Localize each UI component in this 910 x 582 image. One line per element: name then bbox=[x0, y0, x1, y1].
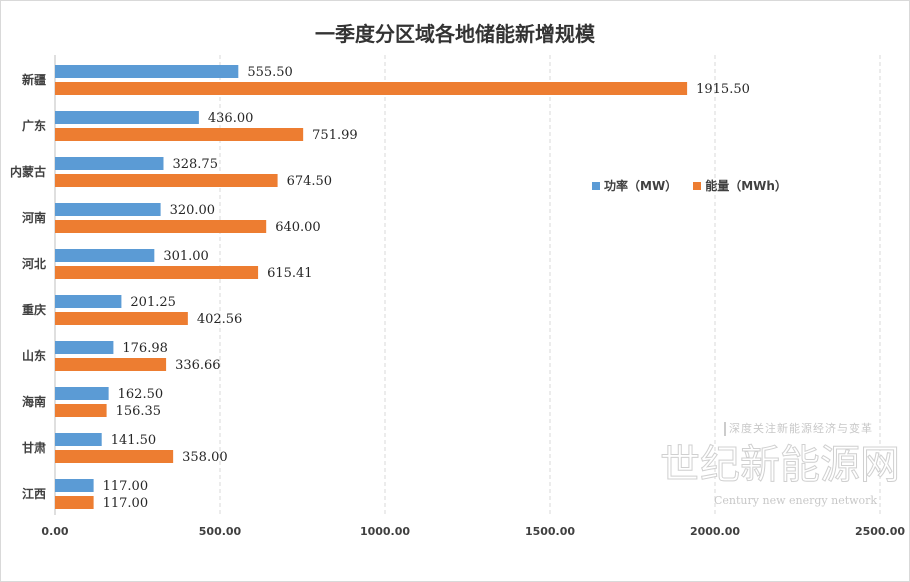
bar-power bbox=[55, 111, 199, 124]
bar-energy bbox=[55, 496, 94, 509]
data-label: 615.41 bbox=[267, 266, 313, 281]
bar-energy bbox=[55, 220, 267, 233]
data-label: 328.75 bbox=[172, 157, 218, 172]
category-label: 江西 bbox=[22, 486, 46, 501]
data-label: 141.50 bbox=[111, 433, 157, 448]
data-label: 402.56 bbox=[197, 312, 243, 327]
legend-swatch-energy bbox=[693, 182, 702, 190]
legend-label-power: 功率（MW） bbox=[604, 179, 678, 193]
watermark-english: Century new energy network bbox=[714, 494, 878, 507]
legend-label-energy: 能量（MWh） bbox=[705, 179, 787, 193]
category-label: 河南 bbox=[21, 210, 46, 225]
data-label: 1915.50 bbox=[696, 82, 750, 97]
data-label: 674.50 bbox=[287, 174, 333, 189]
data-label: 117.00 bbox=[103, 479, 149, 494]
x-tick-label: 2000.00 bbox=[690, 525, 740, 538]
bar-energy bbox=[55, 82, 688, 95]
data-label: 162.50 bbox=[118, 387, 164, 402]
data-label: 117.00 bbox=[103, 496, 149, 511]
data-label: 301.00 bbox=[163, 249, 209, 264]
bar-power bbox=[55, 203, 161, 216]
data-label: 436.00 bbox=[208, 111, 254, 126]
data-label: 358.00 bbox=[182, 450, 228, 465]
bar-power bbox=[55, 65, 239, 78]
category-label: 新疆 bbox=[22, 72, 46, 87]
category-label: 海南 bbox=[22, 394, 46, 409]
category-label: 广东 bbox=[22, 118, 46, 133]
x-tick-label: 2500.00 bbox=[855, 525, 905, 538]
category-label: 山东 bbox=[22, 348, 46, 363]
bar-energy bbox=[55, 266, 259, 279]
data-label: 156.35 bbox=[116, 404, 161, 419]
data-label: 640.00 bbox=[275, 220, 321, 235]
legend-item-energy: 能量（MWh） bbox=[693, 177, 787, 194]
bar-energy bbox=[55, 174, 278, 187]
bar-power bbox=[55, 341, 114, 354]
chart-title: 一季度分区域各地储能新增规模 bbox=[315, 22, 595, 46]
category-label: 甘肃 bbox=[22, 440, 46, 455]
x-tick-label: 500.00 bbox=[199, 525, 242, 538]
bar-power bbox=[55, 157, 164, 170]
data-label: 336.66 bbox=[175, 358, 221, 373]
bar-energy bbox=[55, 358, 167, 371]
legend: 功率（MW） 能量（MWh） bbox=[592, 177, 787, 194]
legend-swatch-power bbox=[592, 182, 600, 190]
bar-power bbox=[55, 433, 102, 446]
data-label: 320.00 bbox=[170, 203, 216, 218]
data-label: 176.98 bbox=[122, 341, 168, 356]
x-tick-label: 1000.00 bbox=[360, 525, 410, 538]
category-label: 重庆 bbox=[22, 302, 46, 317]
category-label: 内蒙古 bbox=[10, 164, 46, 179]
bar-power bbox=[55, 387, 109, 400]
data-label: 555.50 bbox=[247, 65, 293, 80]
legend-item-power: 功率（MW） bbox=[592, 177, 677, 194]
bar-power bbox=[55, 249, 155, 262]
data-label: 751.99 bbox=[312, 128, 358, 143]
bar-power bbox=[55, 479, 94, 492]
data-label: 201.25 bbox=[130, 295, 176, 310]
bar-energy bbox=[55, 450, 174, 463]
x-tick-label: 1500.00 bbox=[525, 525, 575, 538]
bar-energy bbox=[55, 404, 107, 417]
category-label: 河北 bbox=[21, 256, 46, 271]
bar-energy bbox=[55, 128, 304, 141]
bar-power bbox=[55, 295, 122, 308]
watermark-slogan: 深度关注新能源经济与变革 bbox=[724, 422, 873, 436]
bar-energy bbox=[55, 312, 188, 325]
x-tick-label: 0.00 bbox=[41, 525, 68, 538]
watermark-logo: 世纪新能源网 bbox=[660, 442, 901, 489]
